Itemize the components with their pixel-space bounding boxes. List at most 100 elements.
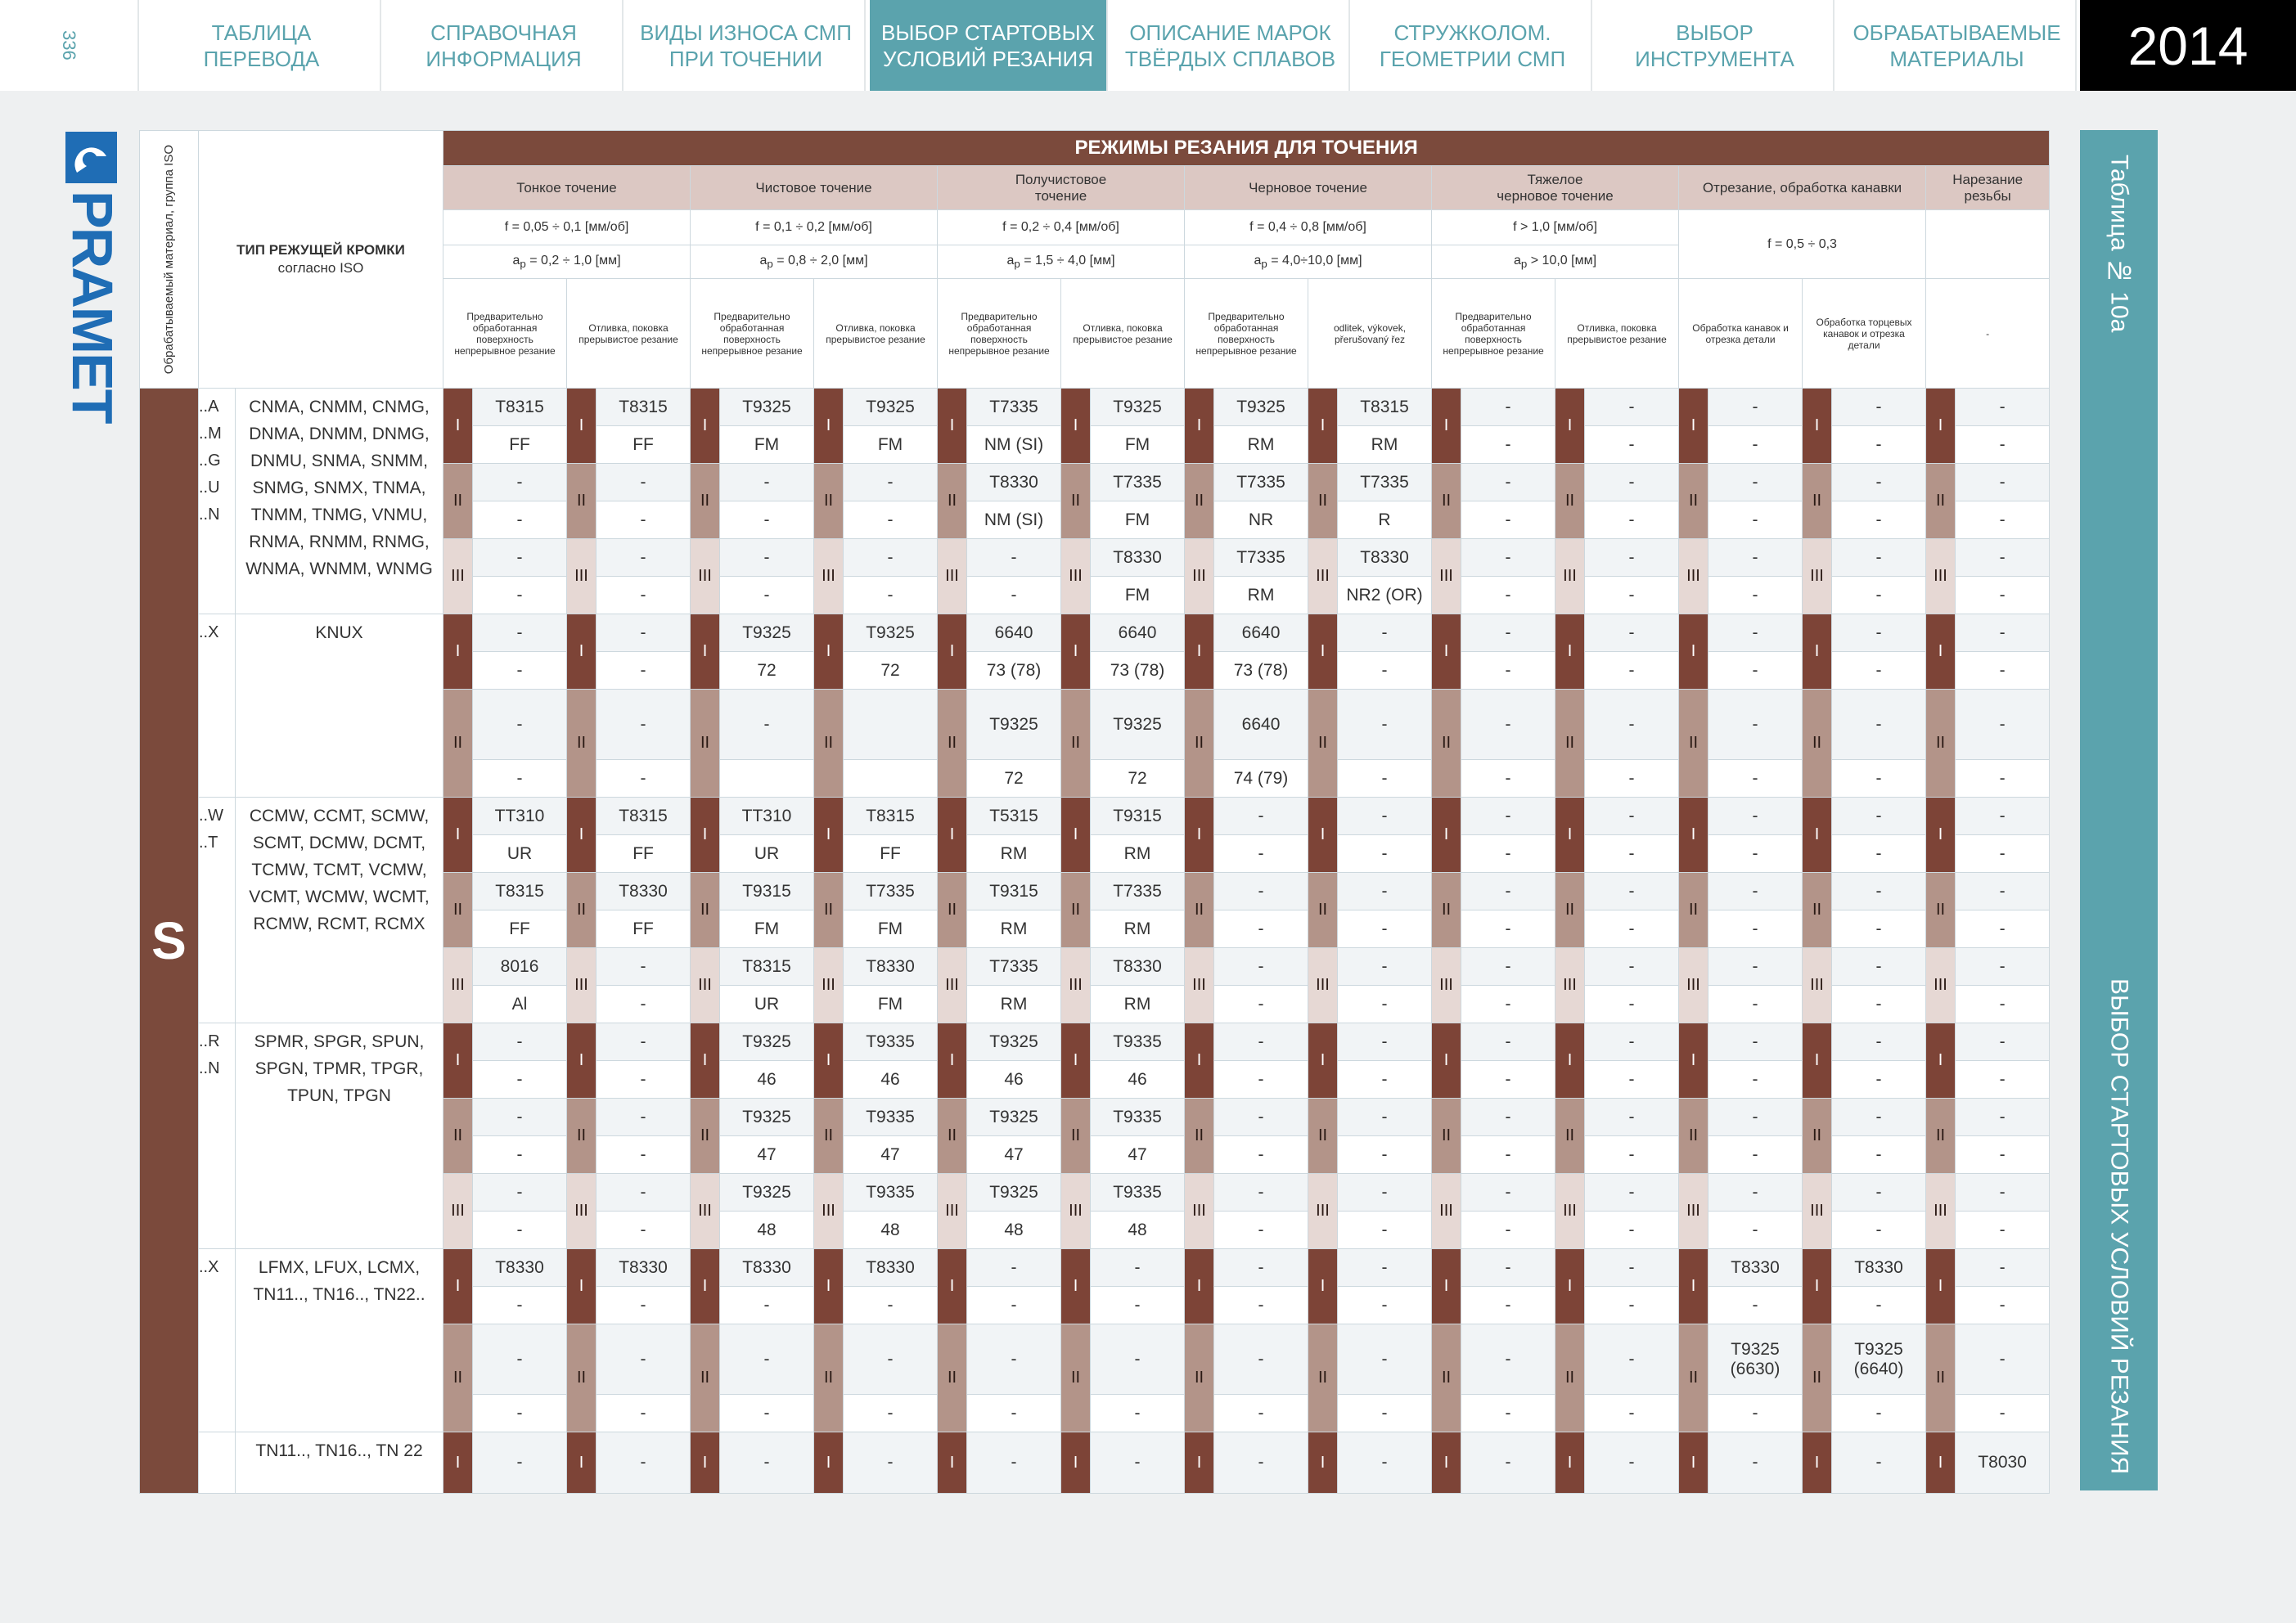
value: - (1337, 1248, 1433, 1287)
table-row: - -72 72 74 (79) - - - - - - (140, 759, 2051, 798)
code: ..A (199, 398, 219, 416)
level: I (1184, 1023, 1215, 1099)
code: ..G (199, 452, 221, 470)
level: III (1678, 538, 1709, 614)
value: RM (966, 985, 1062, 1023)
value: - (1337, 872, 1433, 910)
value: T9325 (719, 388, 815, 426)
value: - (1831, 1023, 1927, 1061)
level: II (566, 1324, 597, 1432)
nav-tab[interactable]: СТРУЖКОЛОМ. ГЕОМЕТРИИ СМП (1354, 0, 1592, 91)
operation-name-line: Получистовое (1015, 171, 1107, 187)
value: - (966, 1324, 1062, 1395)
value: - (596, 501, 691, 539)
nav-tab[interactable]: ВЫБОР СТАРТОВЫХ УСЛОВИЙ РЕЗАНИЯ (870, 0, 1108, 91)
insert-types: CCMW, CCMT, SCMW, SCMT, DCMW, DCMT, TCMW… (234, 797, 444, 1023)
table-row: II - II - II - II - II T8330 II T7335 II T7335 II T7335… (140, 463, 2051, 539)
value: RM (966, 910, 1062, 948)
nav-tab[interactable]: ВИДЫ ИЗНОСА СМП ПРИ ТОЧЕНИИ (628, 0, 866, 91)
value: 48 (719, 1211, 815, 1249)
nav-tab[interactable]: ТАБЛИЦА ПЕРЕВОДА (143, 0, 381, 91)
value: - (1955, 1248, 2051, 1287)
level: I (1060, 614, 1092, 690)
value: UR (472, 834, 568, 873)
value: - (1461, 947, 1556, 986)
insert-types: TN11.., TN16.., TN 22 (234, 1432, 444, 1494)
level: III (443, 1173, 474, 1249)
condition: Отливка, поковка прерывистое резание (1060, 278, 1186, 389)
nav-tab[interactable]: ОБРАБАТЫВАЕМЫЕ МАТЕРИАЛЫ (1839, 0, 2077, 91)
nav-tab-line: СТРУЖКОЛОМ. (1393, 20, 1551, 45)
depth: ap > 10,0 [мм] (1431, 245, 1680, 279)
value: - (1461, 1023, 1556, 1061)
type-header-line: согласно ISO (277, 260, 364, 276)
level: II (1060, 463, 1092, 539)
depth-sub: p (767, 258, 773, 271)
nav-tab[interactable]: ОПИСАНИЕ МАРОК ТВЁРДЫХ СПЛАВОВ (1112, 0, 1350, 91)
value: - (472, 1211, 568, 1249)
level: I (1802, 1432, 1833, 1494)
value: - (472, 1098, 568, 1136)
value: T8330 (719, 1248, 815, 1287)
level: II (1802, 1324, 1833, 1432)
nav-tab[interactable]: СПРАВОЧНАЯ ИНФОРМАЦИЯ (385, 0, 624, 91)
value: - (1584, 1432, 1680, 1494)
value: - (1584, 689, 1680, 760)
value: T8330 (1090, 538, 1186, 577)
value: - (472, 1394, 568, 1432)
operation-name-line: Тонкое точение (516, 179, 617, 196)
level: III (1060, 1173, 1092, 1249)
level: I (1925, 1432, 1956, 1494)
value: T7335 (843, 872, 939, 910)
level: I (1308, 797, 1339, 873)
level: I (1802, 388, 1833, 464)
table-row: f = 0,05 ÷ 0,1 [мм/об] f = 0,1 ÷ 0,2 [мм/… (140, 209, 2051, 279)
level: II (1802, 1098, 1833, 1174)
codes (198, 1432, 236, 1494)
level: III (1802, 538, 1833, 614)
value: - (1213, 1432, 1309, 1494)
level: I (566, 797, 597, 873)
value: - (1955, 797, 2051, 835)
value: - (1461, 425, 1556, 464)
value: RM (1337, 425, 1433, 464)
level: II (1802, 872, 1833, 948)
value: 8016 (472, 947, 568, 986)
value: - (1584, 985, 1680, 1023)
value: - (472, 759, 568, 798)
value: - (719, 576, 815, 614)
code: ..N (199, 1059, 220, 1077)
level: III (690, 1173, 721, 1249)
depth-symbol: a (1006, 253, 1015, 268)
level: I (566, 1023, 597, 1099)
level: I (1060, 1023, 1092, 1099)
level: II (443, 463, 474, 539)
value: - (1461, 1248, 1556, 1287)
value: - (1955, 1135, 2051, 1174)
level: III (566, 538, 597, 614)
table-row: Al - UR FM RM RM - - - - - - - (140, 985, 2051, 1023)
level: I (1431, 1023, 1462, 1099)
nav-tab-line: ВЫБОР СТАРТОВЫХ (880, 20, 1095, 45)
feed: f > 1,0 [мм/об] (1431, 209, 1680, 245)
condition: - (1925, 278, 2051, 389)
table-row: ..W ..T CCMW, CCMT, SCMW, SCMT, DCMW, DCMT… (140, 797, 2051, 1023)
level: III (1678, 1173, 1709, 1249)
code: ..X (199, 623, 219, 641)
value: - (1213, 1324, 1309, 1395)
level: I (813, 797, 844, 873)
level: III (1184, 947, 1215, 1023)
value: - (1461, 651, 1556, 690)
nav-tab[interactable]: ВЫБОР ИНСТРУМЕНТА (1596, 0, 1835, 91)
level: II (1802, 463, 1833, 539)
value: - (1708, 388, 1803, 426)
value: - (1213, 1211, 1309, 1249)
value: - (1337, 651, 1433, 690)
value: - (1831, 1394, 1927, 1432)
level: III (443, 538, 474, 614)
level: II (1184, 1098, 1215, 1174)
value: - (596, 759, 691, 798)
value: - (1337, 1098, 1433, 1136)
value: - (1461, 1211, 1556, 1249)
value: 6640 (1213, 689, 1309, 760)
